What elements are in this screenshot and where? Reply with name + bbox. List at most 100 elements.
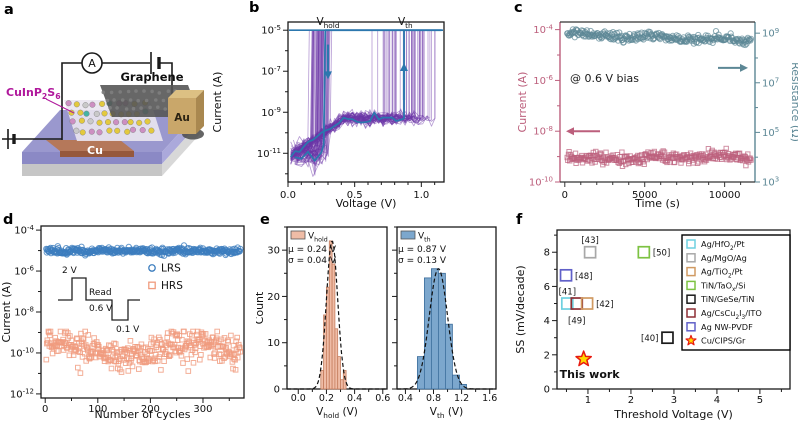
panel-letter-b: b <box>249 0 260 16</box>
svg-text:[43]: [43] <box>581 236 598 246</box>
svg-text:LRS: LRS <box>161 262 181 274</box>
svg-text:1.2: 1.2 <box>454 393 469 404</box>
svg-text:0: 0 <box>274 385 280 396</box>
svg-text:Current (A): Current (A) <box>516 72 529 133</box>
svg-text:20: 20 <box>267 292 280 303</box>
iv-sweep-chart: 0.0 0.5 1.0 10-11 10-9 10-7 10-5 Voltage (V) Cur… <box>211 16 445 210</box>
svg-text:σ = 0.13 V: σ = 0.13 V <box>398 256 447 266</box>
svg-text:Ag/HfO2/Pt: Ag/HfO2/Pt <box>701 239 745 252</box>
svg-text:0.2: 0.2 <box>319 393 334 404</box>
svg-text:103: 103 <box>762 176 779 189</box>
svg-text:4: 4 <box>714 395 720 406</box>
cu-label: Cu <box>87 144 103 157</box>
panel-c: c 0 5000 10000 10-10 10-8 10-6 10-4 103 105 107 10… <box>450 0 798 212</box>
svg-text:2: 2 <box>628 395 634 406</box>
cu-electrode-front <box>60 151 134 157</box>
svg-text:Ag/MgO/Ag: Ag/MgO/Ag <box>701 253 747 263</box>
svg-text:10: 10 <box>267 338 280 349</box>
svg-text:Vth: Vth <box>418 232 431 244</box>
svg-text:Vhold: Vhold <box>308 232 328 244</box>
svg-text:[41]: [41] <box>559 288 576 298</box>
svg-text:0: 0 <box>42 404 48 415</box>
svg-text:TiN/GeSe/TiN: TiN/GeSe/TiN <box>700 294 754 304</box>
svg-text:0.4: 0.4 <box>398 393 413 404</box>
svg-text:300: 300 <box>193 404 212 415</box>
svg-text:[49]: [49] <box>568 317 585 327</box>
svg-text:0.0: 0.0 <box>291 393 306 404</box>
panel-f: f 1 2 3 4 5 0 2 4 6 8 Threshold Voltage (V) SS (mV/… <box>512 212 798 424</box>
svg-text:2 V: 2 V <box>62 266 78 276</box>
svg-text:Time (s): Time (s) <box>634 197 680 210</box>
svg-text:10-6: 10-6 <box>533 74 553 87</box>
svg-text:μ = 0.87 V: μ = 0.87 V <box>398 245 447 255</box>
cips-label-pointer <box>45 98 75 114</box>
d-series-HRS <box>43 328 244 376</box>
svg-text:Vth: Vth <box>398 16 413 30</box>
panel-letter-f: f <box>516 212 523 228</box>
svg-text:Vhold: Vhold <box>316 16 339 30</box>
svg-text:Ag/TiO2/Pt: Ag/TiO2/Pt <box>701 267 743 280</box>
svg-text:[48]: [48] <box>575 272 592 282</box>
svg-text:0.5: 0.5 <box>347 190 363 201</box>
panel-letter-e: e <box>260 212 270 228</box>
c-series-current <box>564 145 754 170</box>
d-inset-waveform: 2 V Read 0.6 V 0.1 V <box>58 266 140 335</box>
panel-b: b 0.0 0.5 1.0 10-11 10-9 10-7 10-5 Voltage (V) C… <box>205 0 450 212</box>
svg-text:Number of cycles: Number of cycles <box>95 408 191 421</box>
au-electrode-top <box>168 90 204 98</box>
svg-text:6: 6 <box>544 282 550 293</box>
svg-text:10-5: 10-5 <box>261 24 281 37</box>
panel-letter-a: a <box>4 2 14 18</box>
svg-text:1: 1 <box>585 395 591 406</box>
endurance-chart: 0 100 200 300 10-12 10-10 10-8 10-6 10-4 Number o… <box>0 224 245 421</box>
svg-text:100: 100 <box>88 404 107 415</box>
svg-text:Ag/CsCu2I3/ITO: Ag/CsCu2I3/ITO <box>701 308 762 321</box>
svg-text:Vth (V): Vth (V) <box>430 406 463 420</box>
svg-text:109: 109 <box>762 27 779 40</box>
svg-text:30: 30 <box>267 246 280 257</box>
svg-text:0.0: 0.0 <box>280 190 296 201</box>
retention-chart: 0 5000 10000 10-10 10-8 10-6 10-4 103 105 107 109 T… <box>516 21 798 210</box>
svg-text:Read: Read <box>89 288 112 298</box>
svg-text:1.0: 1.0 <box>413 190 429 201</box>
svg-text:10-8: 10-8 <box>533 125 553 138</box>
svg-text:5: 5 <box>757 395 763 406</box>
svg-text:[40]: [40] <box>641 334 658 344</box>
svg-text:Ag NW-PVDF: Ag NW-PVDF <box>701 322 753 332</box>
svg-text:[42]: [42] <box>596 300 613 310</box>
svg-text:This work: This work <box>560 368 621 381</box>
svg-text:2: 2 <box>544 350 550 361</box>
svg-text:10-4: 10-4 <box>533 23 553 36</box>
svg-text:10-7: 10-7 <box>261 65 281 78</box>
svg-text:SS (mV/decade): SS (mV/decade) <box>514 265 527 353</box>
svg-text:μ = 0.24 V: μ = 0.24 V <box>288 245 337 255</box>
svg-text:TiN/TaOx/Si: TiN/TaOx/Si <box>700 280 746 293</box>
ammeter-label: A <box>88 57 96 70</box>
svg-text:σ = 0.04 V: σ = 0.04 V <box>288 256 337 266</box>
svg-text:0.6 V: 0.6 V <box>89 304 113 314</box>
panel-letter-d: d <box>3 212 14 228</box>
substrate-base-front <box>22 164 162 176</box>
svg-text:105: 105 <box>762 126 779 139</box>
svg-text:10-4: 10-4 <box>14 224 34 237</box>
d-series-LRS <box>43 242 244 259</box>
panel-a: a A CuInP2S6 Graphene <box>0 0 205 212</box>
au-electrode-front <box>168 98 196 134</box>
svg-text:Voltage (V): Voltage (V) <box>336 197 397 210</box>
au-label: Au <box>174 112 190 124</box>
svg-text:8: 8 <box>544 248 550 259</box>
svg-text:0: 0 <box>544 385 550 396</box>
svg-text:0.1 V: 0.1 V <box>116 325 140 335</box>
svg-text:10-6: 10-6 <box>14 265 34 278</box>
svg-text:0.8: 0.8 <box>426 393 441 404</box>
benchmark-scatter-chart: 1 2 3 4 5 0 2 4 6 8 Threshold Voltage (V) SS (mV/de… <box>514 229 791 421</box>
svg-text:200: 200 <box>141 404 160 415</box>
svg-text:0.4: 0.4 <box>347 393 362 404</box>
svg-text:107: 107 <box>762 76 779 89</box>
svg-text:Current (A): Current (A) <box>0 282 13 343</box>
svg-text:10-10: 10-10 <box>529 176 553 189</box>
svg-text:Resistance (Ω): Resistance (Ω) <box>789 62 798 142</box>
svg-text:3: 3 <box>671 395 677 406</box>
svg-text:0: 0 <box>562 190 568 201</box>
panel-d: d 0 100 200 300 10-12 10-10 10-8 10-6 10-4 Number… <box>0 212 258 424</box>
